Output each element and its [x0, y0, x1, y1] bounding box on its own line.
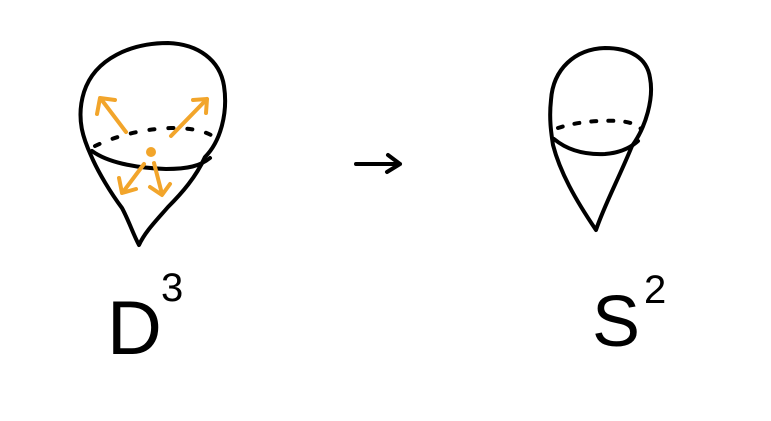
d3-outline — [78, 41, 228, 247]
d3-arrow-up-right — [169, 97, 209, 138]
right-arrow-icon — [354, 153, 402, 174]
d3-arrow-up-left-head — [95, 96, 117, 116]
s2-exponent: 2 — [644, 268, 666, 312]
d3-equator-back-dashed — [93, 126, 213, 148]
d3-equator-front — [90, 149, 212, 171]
d3-arrow-up-right-head — [191, 97, 209, 115]
d3-center-point — [146, 147, 156, 157]
d3-figure — [78, 41, 228, 247]
d3-arrow-down-right — [152, 161, 164, 196]
s2-equator-back-dashed — [556, 118, 643, 131]
s2-label: S — [592, 282, 640, 362]
map-arrow — [354, 153, 402, 174]
d3-exponent: 3 — [161, 266, 183, 310]
d3-arrow-down-left — [121, 162, 146, 194]
s2-figure — [548, 46, 653, 232]
d3-arrow-down-right-head — [148, 182, 172, 197]
d3-arrow-up-left — [99, 97, 128, 134]
d3-label: D — [107, 286, 162, 371]
d3-arrow-down-left-head — [117, 176, 138, 195]
s2-outline — [548, 46, 653, 232]
s2-equator-front — [552, 137, 640, 157]
